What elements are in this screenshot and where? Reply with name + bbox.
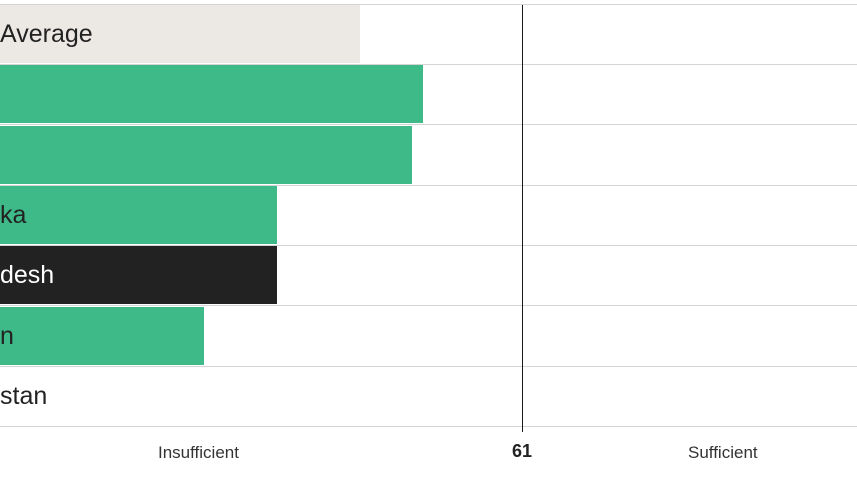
gridline xyxy=(0,425,857,427)
bar-5 xyxy=(0,306,204,365)
gridline xyxy=(0,64,857,65)
insufficient-zone-label: Insufficient xyxy=(158,443,239,462)
bar-4 xyxy=(0,246,277,305)
threshold-value-label: 61 xyxy=(512,441,533,461)
gridline xyxy=(0,305,857,307)
sufficient-zone-label: Sufficient xyxy=(688,443,758,462)
gridline xyxy=(0,4,857,5)
bar-label-6: stan xyxy=(0,381,48,410)
bar-label-3: ka xyxy=(0,200,27,229)
gridline xyxy=(0,365,857,367)
gridline xyxy=(0,184,857,186)
bar-3 xyxy=(0,185,277,244)
threshold-line xyxy=(522,5,523,433)
gridline xyxy=(0,244,857,246)
bar-0 xyxy=(0,5,361,63)
bar-2 xyxy=(0,125,413,184)
gridline xyxy=(0,124,857,126)
bar-1 xyxy=(0,65,423,124)
bar-label-4: desh xyxy=(0,261,55,290)
bar-label-5: n xyxy=(0,321,14,350)
bar-label-0: Average xyxy=(0,20,93,48)
